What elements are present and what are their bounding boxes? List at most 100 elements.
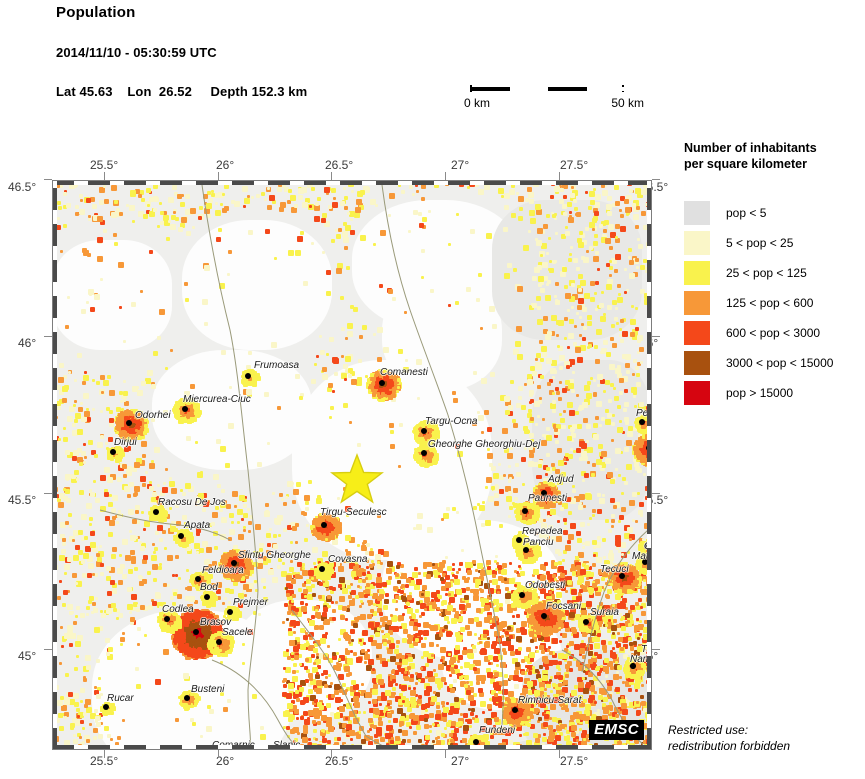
- lon-tick-top-2: [218, 172, 219, 180]
- pop-void: [182, 220, 332, 350]
- city-label: Repedea: [522, 526, 563, 537]
- city-marker[interactable]: [522, 508, 528, 514]
- city-marker[interactable]: [421, 428, 427, 434]
- lon-tick-top-4: [445, 172, 446, 180]
- lon-tick-label-bottom-3: 26.5°: [325, 754, 353, 768]
- city-label: Miercurea-Ciuc: [183, 394, 251, 405]
- city-marker[interactable]: [110, 449, 116, 455]
- scale-bar-labels: 0 km 50 km: [470, 96, 630, 112]
- lat-tick-right-2: [652, 336, 660, 337]
- scale-seg-1: [472, 87, 510, 91]
- legend-row: 3000 < pop < 15000: [684, 348, 864, 378]
- city-label: Codlea: [162, 604, 194, 615]
- city-marker[interactable]: [583, 619, 589, 625]
- city-marker[interactable]: [541, 613, 547, 619]
- city-label: Sfintu Gheorghe: [238, 550, 311, 561]
- city-marker[interactable]: [103, 704, 109, 710]
- city-label: Tirgu-Seculesc: [320, 507, 387, 518]
- city-marker[interactable]: [421, 450, 427, 456]
- lat-tick-left-1: [44, 179, 52, 180]
- lon-tick-label-top-1: 25.5°: [90, 158, 118, 172]
- legend-label-2: 25 < pop < 125: [726, 266, 807, 280]
- lon-tick-bottom-3: [331, 750, 332, 758]
- legend-row: 600 < pop < 3000: [684, 318, 864, 348]
- legend: Number of inhabitants per square kilomet…: [684, 140, 864, 408]
- city-marker[interactable]: [379, 380, 385, 386]
- city-marker[interactable]: [178, 533, 184, 539]
- city-label: Feldioara: [202, 565, 244, 576]
- lon-tick-bottom-1: [104, 750, 105, 758]
- page-title: Population: [56, 4, 616, 21]
- city-marker[interactable]: [245, 373, 251, 379]
- scale-label-high: 50 km: [611, 96, 644, 110]
- legend-swatch-4: [684, 321, 710, 345]
- scale-seg-4: [587, 87, 626, 91]
- map-frame-edge-left: [52, 180, 57, 750]
- city-marker[interactable]: [204, 594, 210, 600]
- city-marker[interactable]: [639, 419, 645, 425]
- lat-tick-right-4: [652, 649, 660, 650]
- city-label: Sacele: [222, 627, 253, 638]
- map-frame-edge-top: [52, 180, 652, 185]
- restricted-use-notice: Restricted use: redistribution forbidden: [668, 722, 790, 754]
- lat-tick-label-left-1: 46.5°: [8, 180, 36, 194]
- city-label: Rimnicu-Sarat: [518, 695, 581, 706]
- city-marker[interactable]: [164, 616, 170, 622]
- legend-label-0: pop < 5: [726, 206, 766, 220]
- city-marker[interactable]: [126, 420, 132, 426]
- legend-swatch-3: [684, 291, 710, 315]
- emsc-logo: EMSC: [589, 720, 644, 740]
- city-label: Odorhei: [135, 410, 171, 421]
- city-marker[interactable]: [193, 629, 199, 635]
- lon-tick-bottom-5: [559, 750, 560, 758]
- lon-tick-label-bottom-4: 27°: [451, 754, 469, 768]
- legend-row: 5 < pop < 25: [684, 228, 864, 258]
- city-marker[interactable]: [182, 406, 188, 412]
- pop-void: [52, 240, 172, 350]
- map-frame-edge-bottom: [52, 745, 652, 750]
- city-label: Bod: [200, 582, 218, 593]
- legend-label-4: 600 < pop < 3000: [726, 326, 820, 340]
- lon-tick-label-top-2: 26°: [216, 158, 234, 172]
- city-label: Busteni: [191, 684, 224, 695]
- origin-time: 2014/11/10 - 05:30:59 UTC: [56, 45, 616, 60]
- city-marker[interactable]: [227, 609, 233, 615]
- city-label: Targu-Ocna: [425, 416, 477, 427]
- city-marker[interactable]: [184, 695, 190, 701]
- city-label: Fundeni: [479, 725, 515, 736]
- city-label: Odobesti: [525, 580, 565, 591]
- city-marker[interactable]: [321, 522, 327, 528]
- city-marker[interactable]: [216, 639, 222, 645]
- lat-tick-label-left-2: 46°: [18, 336, 36, 350]
- lon-tick-top-3: [331, 172, 332, 180]
- city-marker[interactable]: [519, 592, 525, 598]
- lat-tick-label-left-4: 45°: [18, 649, 36, 663]
- legend-swatch-0: [684, 201, 710, 225]
- city-marker[interactable]: [153, 509, 159, 515]
- population-density-map[interactable]: Frumoasa Comanesti Miercurea-Ciuc Odorhei Di…: [52, 180, 652, 750]
- epicenter-star-icon[interactable]: [330, 452, 384, 506]
- legend-row: 125 < pop < 600: [684, 288, 864, 318]
- city-label: Tecuci: [600, 564, 629, 575]
- city-label: Paunesti: [528, 493, 567, 504]
- lon-tick-label-bottom-5: 27.5°: [560, 754, 588, 768]
- city-label: Comanesti: [380, 367, 428, 378]
- legend-swatch-6: [684, 381, 710, 405]
- lon-tick-top-1: [104, 172, 105, 180]
- city-marker[interactable]: [516, 537, 522, 543]
- city-marker[interactable]: [319, 566, 325, 572]
- city-label: Apata: [184, 520, 210, 531]
- city-label: Racosu De Jos: [158, 497, 226, 508]
- legend-label-6: pop > 15000: [726, 386, 793, 400]
- legend-label-5: 3000 < pop < 15000: [726, 356, 833, 370]
- city-label: Gheorghe Gheorghiu-Dej: [428, 439, 540, 450]
- lat-tick-right-1: [652, 179, 660, 180]
- legend-row: pop > 15000: [684, 378, 864, 408]
- lat-tick-left-3: [44, 493, 52, 494]
- scale-bar-track: [470, 85, 624, 92]
- scale-seg-3: [548, 87, 587, 91]
- city-marker[interactable]: [512, 707, 518, 713]
- legend-swatch-1: [684, 231, 710, 255]
- city-label: Covasna: [328, 554, 367, 565]
- scale-label-low: 0 km: [464, 96, 490, 110]
